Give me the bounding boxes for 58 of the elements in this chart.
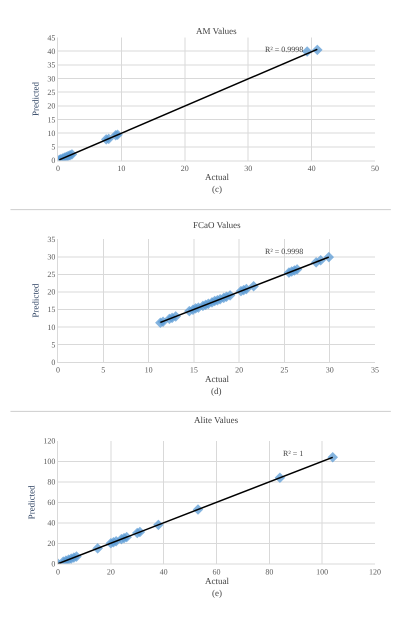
x-tick-label: 60: [212, 567, 220, 576]
y-tick-label: 15: [47, 305, 56, 314]
x-tick-label: 10: [144, 366, 153, 375]
y-tick-label: 45: [47, 33, 56, 42]
y-tick-label: 80: [47, 478, 56, 487]
x-tick-label: 40: [308, 164, 316, 173]
text: (c): [212, 184, 222, 194]
text: (d): [211, 386, 222, 396]
y-tick-label: 0: [51, 560, 56, 569]
x-tick-label: 80: [265, 567, 274, 576]
y-tick-label: 35: [47, 60, 56, 70]
x-tick-label: 40: [160, 567, 168, 576]
y-tick-label: 25: [47, 88, 56, 97]
y-tick-label: 30: [47, 252, 56, 262]
annotation: R² = 0.9998: [265, 45, 304, 54]
y-tick-label: 0: [51, 156, 56, 166]
x-axis-title: Actual: [205, 576, 230, 586]
y-tick-label: 60: [47, 498, 56, 508]
y-axis-title: Predicted: [30, 283, 41, 318]
y-tick-label: 30: [47, 74, 56, 84]
chart-title: AM Values: [196, 26, 238, 36]
x-tick-label: 15: [190, 366, 198, 375]
chart-title: Alite Values: [194, 415, 239, 425]
y-tick-label: 10: [47, 128, 56, 138]
y-tick-label: 20: [47, 539, 56, 548]
y-axis-title: Predicted: [26, 484, 37, 520]
y-tick-label: 40: [47, 518, 56, 528]
y-tick-label: 120: [43, 436, 56, 446]
x-tick-label: 5: [101, 366, 106, 375]
y-tick-label: 10: [47, 322, 56, 332]
y-tick-label: 35: [47, 235, 56, 244]
y-tick-label: 100: [43, 457, 56, 466]
y-tick-label: 40: [47, 47, 56, 56]
x-tick-label: 50: [371, 164, 379, 173]
chart-title: FCaO Values: [193, 220, 242, 230]
x-tick-label: 35: [371, 366, 379, 375]
y-tick-label: 5: [51, 142, 56, 152]
x-tick-label: 120: [369, 567, 381, 576]
x-tick-label: 30: [326, 366, 334, 375]
annotation: R² = 0.9998: [265, 247, 304, 256]
x-axis-title: Actual: [205, 374, 230, 384]
y-tick-label: 20: [47, 102, 56, 111]
y-tick-label: 20: [47, 288, 56, 297]
annotation: R² = 1: [283, 449, 304, 458]
y-tick-label: 0: [51, 358, 56, 367]
x-tick-label: 10: [117, 164, 126, 173]
x-tick-label: 20: [180, 164, 189, 173]
y-tick-label: 5: [51, 340, 56, 350]
x-tick-label: 25: [280, 366, 288, 375]
y-tick-label: 15: [47, 115, 56, 124]
x-tick-label: 100: [316, 567, 328, 576]
y-axis-title: Predicted: [30, 81, 41, 116]
x-tick-label: 30: [244, 164, 252, 173]
y-tick-label: 25: [47, 270, 56, 280]
x-tick-label: 20: [106, 567, 115, 576]
text: (e): [212, 588, 222, 598]
x-axis-title: Actual: [205, 172, 230, 182]
x-tick-label: 20: [235, 366, 244, 375]
